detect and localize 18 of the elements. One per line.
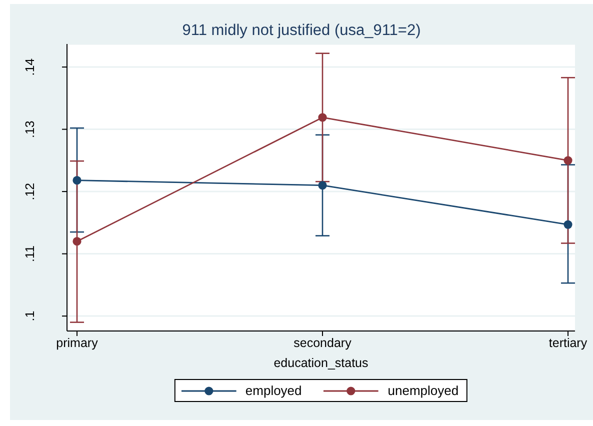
point [72,176,82,185]
x-tick-label: secondary [294,336,352,350]
point [318,181,327,190]
point [564,220,572,229]
y-tick-label: .1 [23,310,37,322]
legend-label: employed [245,383,302,398]
y-tick-label: .11 [23,246,37,262]
y-tick-label: .12 [23,182,37,200]
x-tick-label: tertiary [548,336,588,350]
point [72,237,82,246]
x-axis-title: education_status [274,356,368,370]
x-tick-label: primary [56,336,99,350]
point [318,113,327,122]
legend-label: unemployed [388,383,459,398]
chart-title: 911 midly not justified (usa_911=2) [181,22,422,40]
y-tick-label: .14 [23,58,37,76]
point [564,156,572,165]
y-tick-label: .13 [23,120,37,138]
